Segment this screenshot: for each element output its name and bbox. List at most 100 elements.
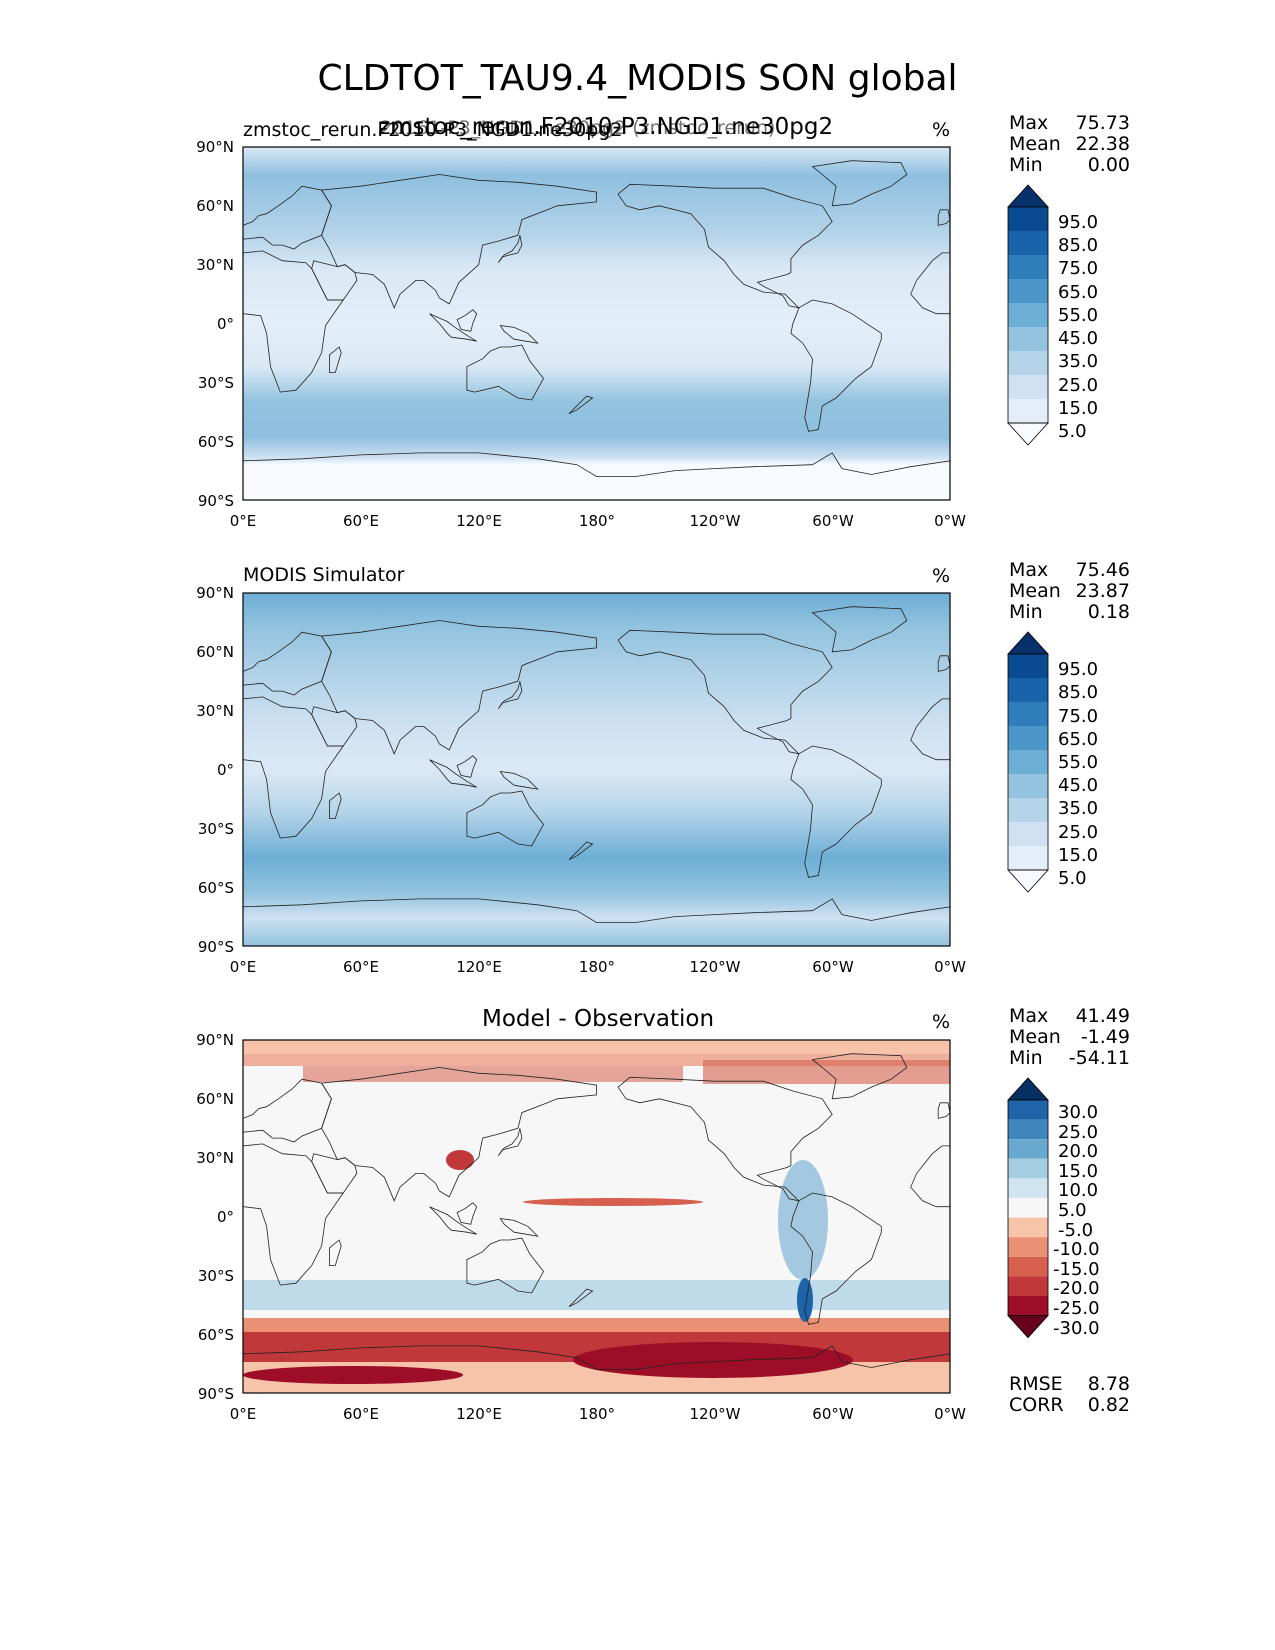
panel1-left-label: zmstoc_rerun.F2010-P3_NGD1.ne30pg2: [243, 119, 623, 141]
colorbar-extend-top: [1007, 631, 1049, 655]
p3-cb-m30: -30.0: [1053, 1318, 1100, 1339]
p1-lat-60n: 60°N: [196, 197, 234, 215]
colorbar-swatch: [1008, 351, 1048, 375]
p3-corr-name: CORR: [1009, 1394, 1064, 1416]
panel1-colorbar: [1007, 184, 1049, 446]
colorbar-swatch: [1008, 231, 1048, 255]
p3-lon-0w: 0°W: [934, 1405, 966, 1423]
p3-stat-min-name: Min: [1009, 1047, 1043, 1069]
coastline-new-guinea: [499, 770, 539, 790]
p2-lon-60w: 60°W: [812, 958, 854, 976]
p3-cb-30: 30.0: [1058, 1102, 1099, 1123]
p2-lat-90s: 90°S: [197, 938, 234, 956]
coastline-greenland: [811, 1053, 908, 1100]
colorbar-swatch: [1008, 303, 1048, 327]
colorbar-swatch: [1008, 1296, 1048, 1316]
panel1-center-label: zmstoc_rerun.F2010-P3.NGD1.ne30pg2: [378, 114, 834, 140]
colorbar-swatch: [1008, 1100, 1048, 1120]
p3-lon-60w: 60°W: [812, 1405, 854, 1423]
p2-cb-75: 75.0: [1058, 706, 1099, 727]
coastline-asia: [320, 174, 597, 309]
colorbar-extend-top: [1007, 184, 1049, 208]
p3-cb-m10: -10.0: [1053, 1239, 1100, 1260]
p3-lon-0e: 0°E: [229, 1405, 257, 1423]
panel3-map: [242, 1039, 951, 1394]
p2-lon-180: 180°: [578, 958, 616, 976]
p2-lon-0e: 0°E: [229, 958, 257, 976]
colorbar-swatch: [1008, 1256, 1048, 1277]
p2-cb-5: 5.0: [1058, 868, 1087, 889]
coastline-new-guinea: [499, 1217, 539, 1237]
p1-lat-30s: 30°S: [197, 374, 234, 392]
p1-cb-25: 25.0: [1058, 375, 1099, 396]
coastline-australia: [466, 344, 544, 401]
coastline-japan: [497, 681, 523, 709]
p1-lat-0: 0°: [216, 315, 234, 333]
p1-lon-60e: 60°E: [342, 512, 380, 530]
p1-cb-45: 45.0: [1058, 328, 1099, 349]
p1-lon-0e: 0°E: [229, 512, 257, 530]
coastline-antarctica: [242, 452, 951, 501]
colorbar-swatch: [1008, 399, 1048, 423]
coastline-new-guinea: [499, 324, 539, 344]
p2-lat-0: 0°: [216, 761, 234, 779]
p2-lat-60s: 60°S: [197, 879, 234, 897]
panel2-left-label: MODIS Simulator: [243, 564, 405, 586]
p1-cb-95: 95.0: [1058, 212, 1099, 233]
coastline-antarctica: [242, 898, 951, 947]
coastline-borneo: [456, 309, 478, 332]
p2-cb-15: 15.0: [1058, 845, 1099, 866]
coastline-africa: [242, 696, 344, 839]
p1-cb-5: 5.0: [1058, 421, 1087, 442]
p1-stat-min-value: 0.00: [1087, 154, 1130, 176]
p2-cb-85: 85.0: [1058, 682, 1099, 703]
colorbar-swatch: [1008, 654, 1048, 678]
p1-cb-15: 15.0: [1058, 398, 1099, 419]
p1-lat-30n: 30°N: [196, 256, 234, 274]
coastline-new-zealand: [568, 395, 594, 415]
colorbar-swatch: [1008, 279, 1048, 303]
p3-cb-m15: -15.0: [1053, 1259, 1100, 1280]
coastline-arabia: [311, 1153, 358, 1194]
colorbar-swatch: [1008, 1139, 1048, 1159]
panel1-coastlines: [242, 160, 951, 501]
coastline-asia: [320, 620, 597, 755]
p1-lon-60w: 60°W: [812, 512, 854, 530]
p1-stat-min-name: Min: [1009, 154, 1043, 176]
coastline-australia: [466, 1237, 544, 1294]
p3-stat-min-value: -54.11: [1068, 1047, 1130, 1069]
colorbar-swatch: [1008, 1217, 1048, 1238]
coastline-north-america: [617, 1076, 833, 1202]
p1-lon-120w: 120°W: [689, 512, 741, 530]
colorbar-extend-bottom: [1007, 869, 1049, 893]
colorbar-swatch: [1008, 798, 1048, 822]
p1-cb-75: 75.0: [1058, 258, 1099, 279]
p1-stat-max-value: 75.73: [1075, 112, 1130, 134]
p3-cb-m20: -20.0: [1053, 1278, 1100, 1299]
colorbar-swatch: [1008, 1276, 1048, 1296]
panel2-units: %: [932, 565, 951, 587]
panel3-center-label: Model - Observation: [482, 1006, 715, 1032]
p2-stat-min-name: Min: [1009, 601, 1043, 623]
p3-cb-20: 20.0: [1058, 1141, 1099, 1162]
p1-cb-55: 55.0: [1058, 305, 1099, 326]
coastline-indonesia: [429, 1206, 477, 1235]
coastline-uk: [937, 209, 951, 226]
p3-lat-30n: 30°N: [196, 1149, 234, 1167]
colorbar-swatch: [1008, 327, 1048, 351]
colorbar-swatch: [1008, 846, 1048, 870]
coastline-asia: [320, 1067, 597, 1202]
coastline-greenland: [811, 606, 908, 653]
coastline-africa: [242, 1143, 344, 1286]
colorbar-extend-bottom: [1007, 1315, 1049, 1339]
coastline-south-america: [790, 1192, 882, 1325]
p1-lat-60s: 60°S: [197, 433, 234, 451]
p2-stat-max-value: 75.46: [1075, 559, 1130, 581]
p3-cb-m5: -5.0: [1058, 1220, 1094, 1241]
p3-corr-value: 0.82: [1087, 1394, 1130, 1416]
coastline-indonesia: [429, 759, 477, 788]
colorbar-swatch: [1008, 1237, 1048, 1257]
panel1-overlay-label: 20161-P3_NGD1.ne30pg2 (zmstoc_rerun): [380, 117, 776, 139]
p3-lat-60s: 60°S: [197, 1326, 234, 1344]
panel1-units: %: [932, 119, 951, 141]
